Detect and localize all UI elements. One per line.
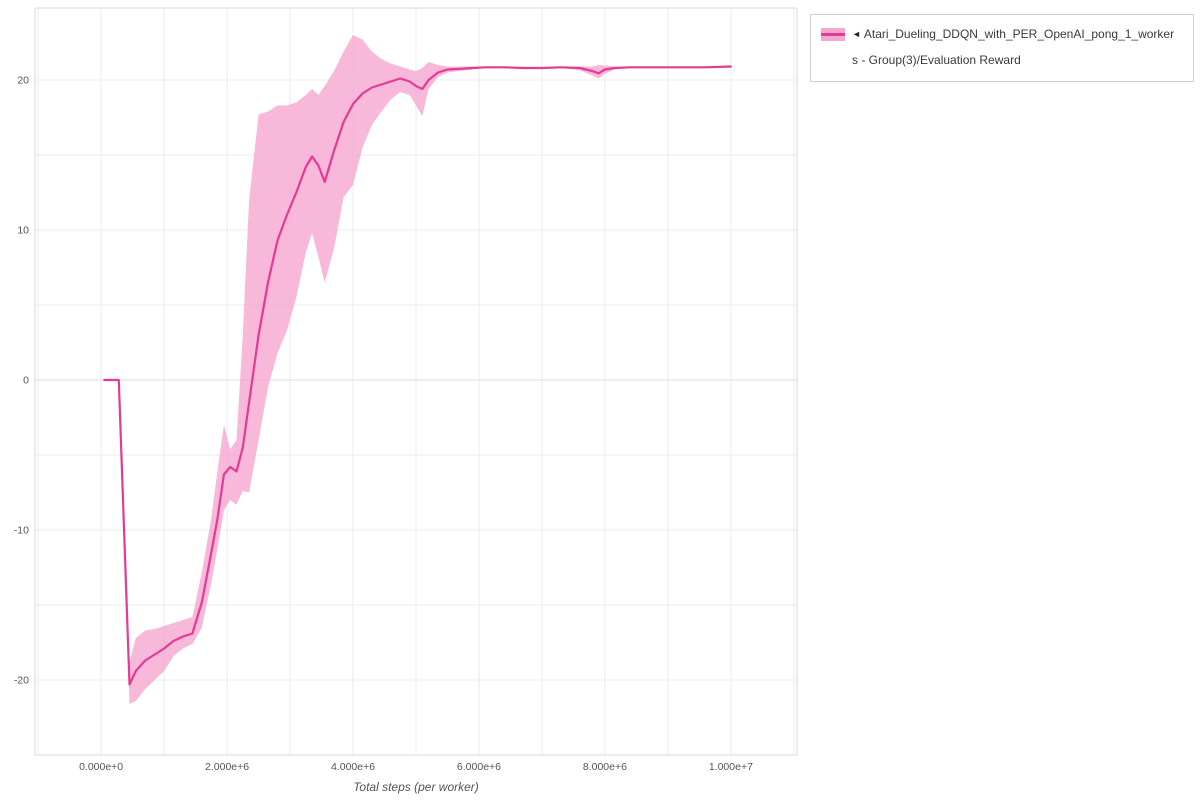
series-swatch-icon xyxy=(821,28,845,41)
legend: ◄ Atari_Dueling_DDQN_with_PER_OpenAI_pong… xyxy=(810,14,1194,82)
svg-text:2.000e+6: 2.000e+6 xyxy=(205,761,249,773)
legend-label-line1: Atari_Dueling_DDQN_with_PER_OpenAI_pong_… xyxy=(863,27,1175,41)
svg-text:1.000e+7: 1.000e+7 xyxy=(709,761,753,773)
svg-text:4.000e+6: 4.000e+6 xyxy=(331,761,375,773)
svg-text:8.000e+6: 8.000e+6 xyxy=(583,761,627,773)
legend-label: ◄ Atari_Dueling_DDQN_with_PER_OpenAI_pong… xyxy=(852,21,1183,73)
legend-label-line2: s - Group(3)/Evaluation Reward xyxy=(852,53,1021,67)
svg-text:20: 20 xyxy=(17,75,29,87)
svg-text:-10: -10 xyxy=(14,525,29,537)
svg-text:0: 0 xyxy=(23,375,29,387)
legend-collapse-icon[interactable]: ◄ xyxy=(852,29,861,39)
legend-item-series-0[interactable]: ◄ Atari_Dueling_DDQN_with_PER_OpenAI_pong… xyxy=(821,21,1183,73)
svg-text:10: 10 xyxy=(17,225,29,237)
plot-canvas[interactable]: 20 10 0 -10 -20 0.000e+0 2.000e+6 4.000e+6 6.000… xyxy=(0,0,810,800)
svg-text:0.000e+0: 0.000e+0 xyxy=(79,761,123,773)
svg-text:6.000e+6: 6.000e+6 xyxy=(457,761,501,773)
svg-text:-20: -20 xyxy=(14,675,29,687)
evaluation-reward-chart[interactable]: 20 10 0 -10 -20 0.000e+0 2.000e+6 4.000e+6 6.000… xyxy=(0,0,810,800)
x-axis-title: Total steps (per worker) xyxy=(353,780,479,794)
